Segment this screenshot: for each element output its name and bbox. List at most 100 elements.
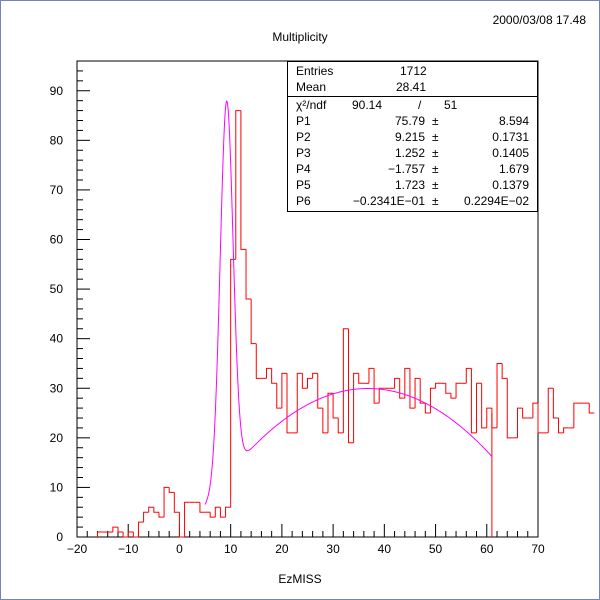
histogram-bin	[276, 383, 282, 409]
mean-value: 28.41	[396, 80, 427, 94]
x-axis-label: EzMISS	[278, 572, 322, 586]
stats-divider	[288, 96, 537, 97]
param-plusminus: ±	[432, 114, 439, 128]
stats-chi2-row: χ²/ndf 90.14 / 51	[288, 97, 537, 113]
histogram-bin	[491, 408, 498, 429]
histogram-bin	[255, 343, 262, 379]
histogram-bin	[394, 377, 400, 389]
histogram-bin	[547, 387, 554, 433]
histogram-bin	[501, 363, 508, 379]
y-tick-label: 20	[50, 431, 64, 445]
param-error: 0.1405	[492, 146, 529, 160]
param-error: 1.679	[498, 162, 529, 176]
x-tick-label: 60	[480, 542, 494, 556]
histogram-bin	[486, 407, 492, 428]
param-row-p5: P5 1.723 ±0.1379	[288, 177, 537, 193]
param-row-p6: P6 −0.2341E−01 ±0.2294E−02	[288, 193, 537, 209]
histogram-bin	[373, 368, 380, 404]
histogram-bin	[219, 507, 226, 518]
histogram-bin	[347, 328, 354, 444]
histogram-bin	[332, 393, 339, 419]
histogram-bin	[557, 418, 564, 434]
histogram-bin	[225, 506, 231, 518]
histogram-bin	[414, 377, 421, 409]
histogram-bin	[158, 512, 165, 518]
histogram-bin	[307, 377, 313, 389]
histogram-bin	[143, 511, 149, 523]
histogram-bin	[552, 388, 559, 419]
param-name: P5	[296, 178, 311, 192]
param-value: 75.79	[394, 114, 425, 128]
x-tick-label: 0	[176, 542, 183, 556]
param-name: P1	[296, 114, 311, 128]
histogram-bin	[250, 299, 257, 345]
x-axis-ticks: −20 −10 0 10 20 30 40 50 60 70	[67, 524, 545, 556]
histogram-bin	[465, 367, 472, 384]
histogram-bin	[184, 501, 190, 537]
fit-curve	[204, 100, 493, 505]
histogram-bin	[271, 368, 277, 384]
histogram-bin	[342, 328, 349, 433]
param-name: P6	[296, 194, 311, 208]
chi2-value: 90.14	[352, 98, 383, 112]
x-tick-label: −20	[67, 542, 88, 556]
histogram-bin	[112, 526, 118, 533]
histogram-bin	[424, 403, 431, 414]
histogram-bin	[296, 372, 303, 433]
param-row-p4: P4 −1.757 ±1.679	[288, 161, 537, 177]
histogram-bin	[496, 362, 503, 428]
histogram-bin	[337, 418, 344, 434]
mean-label: Mean	[296, 80, 327, 94]
histogram-bin	[327, 392, 334, 433]
histogram-bin	[537, 403, 544, 434]
histogram-bin	[148, 506, 154, 513]
timestamp: 2000/03/08 17.48	[492, 13, 586, 27]
entries-label: Entries	[296, 64, 334, 78]
histogram-bin	[235, 110, 241, 260]
param-plusminus: ±	[432, 178, 439, 192]
param-name: P4	[296, 162, 311, 176]
param-error: 0.1379	[492, 178, 529, 192]
histogram-bin	[476, 382, 482, 433]
histogram-bin	[404, 367, 410, 399]
y-axis-ticks: 0 10 20 30 40 50 60 70 80 90	[50, 60, 90, 544]
param-plusminus: ±	[432, 162, 439, 176]
histogram-bin	[301, 373, 308, 389]
param-row-p2: P2 9.215 ±0.1731	[288, 129, 537, 145]
histogram-bin	[96, 531, 103, 537]
y-tick-label: 50	[50, 282, 64, 296]
histogram-bin	[173, 492, 180, 513]
y-tick-label: 60	[50, 233, 64, 247]
histogram-bin	[127, 531, 134, 537]
histogram-bin	[588, 403, 595, 414]
x-tick-label: 50	[429, 542, 443, 556]
y-tick-label: 70	[50, 183, 64, 197]
histogram-bin	[117, 527, 124, 533]
histogram-bin	[481, 383, 487, 429]
param-value: −0.2341E−01	[352, 194, 425, 208]
histogram-bin	[378, 387, 385, 404]
x-tick-label: 20	[275, 542, 289, 556]
histogram-bin	[199, 502, 206, 513]
chi2-separator: /	[418, 98, 422, 112]
y-tick-label: 80	[50, 133, 64, 147]
histogram-bin	[445, 383, 451, 394]
param-plusminus: ±	[432, 146, 439, 160]
histogram-bin	[178, 512, 185, 538]
param-value: 9.215	[394, 130, 425, 144]
param-value: 1.252	[394, 146, 425, 160]
param-row-p1: P1 75.79 ±8.594	[288, 113, 537, 129]
x-tick-label: 40	[378, 542, 392, 556]
param-plusminus: ±	[432, 130, 439, 144]
histogram-bin	[281, 372, 288, 409]
histogram-bin	[153, 507, 159, 513]
histogram-bin	[409, 368, 416, 409]
histogram-bin	[429, 387, 436, 414]
histogram-bin	[522, 408, 528, 419]
histogram-bin	[322, 408, 328, 434]
histogram-bin	[563, 427, 569, 433]
entries-value: 1712	[400, 64, 427, 78]
histogram-bin	[517, 407, 523, 438]
histogram-bin	[214, 506, 221, 518]
